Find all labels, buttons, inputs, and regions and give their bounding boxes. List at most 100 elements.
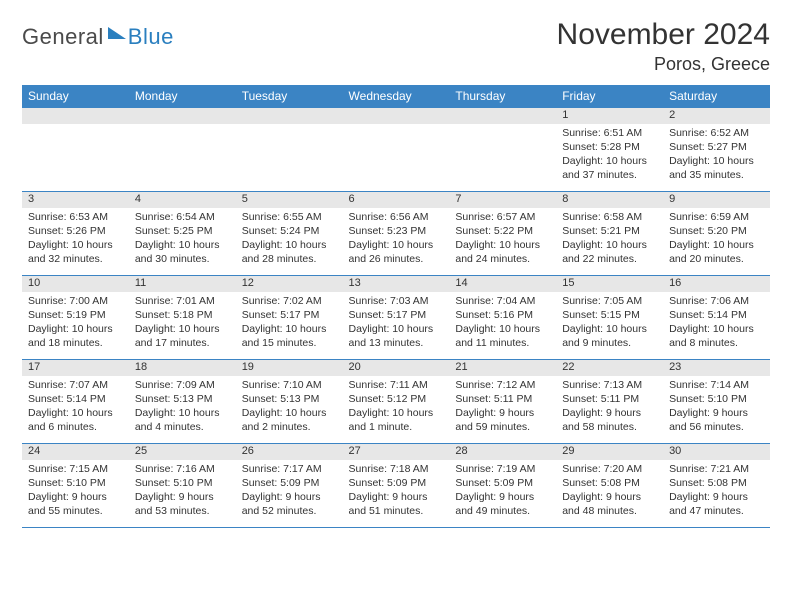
- day-number-cell: 3: [22, 192, 129, 208]
- day-number-cell: 25: [129, 444, 236, 460]
- sunrise-line: Sunrise: 7:19 AM: [455, 462, 550, 476]
- sunset-line: Sunset: 5:09 PM: [455, 476, 550, 490]
- daylight-line: Daylight: 10 hours and 9 minutes.: [562, 322, 657, 350]
- sunrise-line: Sunrise: 7:02 AM: [242, 294, 337, 308]
- daylight-line: Daylight: 10 hours and 15 minutes.: [242, 322, 337, 350]
- weekday-header: Sunday: [22, 85, 129, 108]
- sunrise-line: Sunrise: 7:12 AM: [455, 378, 550, 392]
- sunset-line: Sunset: 5:17 PM: [242, 308, 337, 322]
- daylight-line: Daylight: 9 hours and 52 minutes.: [242, 490, 337, 518]
- daynum-row: 3456789: [22, 192, 770, 208]
- logo-text-general: General: [22, 24, 104, 50]
- day-data-cell: [343, 124, 450, 192]
- day-number-cell: 27: [343, 444, 450, 460]
- daylight-line: Daylight: 9 hours and 55 minutes.: [28, 490, 123, 518]
- sunrise-line: Sunrise: 7:14 AM: [669, 378, 764, 392]
- day-number-cell: 9: [663, 192, 770, 208]
- day-data-cell: Sunrise: 7:12 AMSunset: 5:11 PMDaylight:…: [449, 376, 556, 444]
- sunset-line: Sunset: 5:20 PM: [669, 224, 764, 238]
- month-title: November 2024: [557, 18, 770, 52]
- header: General Blue November 2024 Poros, Greece: [22, 18, 770, 75]
- sunrise-line: Sunrise: 7:20 AM: [562, 462, 657, 476]
- daylight-line: Daylight: 10 hours and 6 minutes.: [28, 406, 123, 434]
- sunrise-line: Sunrise: 7:05 AM: [562, 294, 657, 308]
- day-number-cell: [236, 108, 343, 124]
- sunset-line: Sunset: 5:09 PM: [242, 476, 337, 490]
- data-row: Sunrise: 7:15 AMSunset: 5:10 PMDaylight:…: [22, 460, 770, 528]
- day-data-cell: Sunrise: 6:54 AMSunset: 5:25 PMDaylight:…: [129, 208, 236, 276]
- day-data-cell: Sunrise: 7:16 AMSunset: 5:10 PMDaylight:…: [129, 460, 236, 528]
- data-row: Sunrise: 6:51 AMSunset: 5:28 PMDaylight:…: [22, 124, 770, 192]
- sunset-line: Sunset: 5:11 PM: [455, 392, 550, 406]
- day-number-cell: 8: [556, 192, 663, 208]
- weekday-header-row: Sunday Monday Tuesday Wednesday Thursday…: [22, 85, 770, 108]
- weekday-header: Tuesday: [236, 85, 343, 108]
- daylight-line: Daylight: 9 hours and 53 minutes.: [135, 490, 230, 518]
- sunrise-line: Sunrise: 7:09 AM: [135, 378, 230, 392]
- day-data-cell: Sunrise: 6:59 AMSunset: 5:20 PMDaylight:…: [663, 208, 770, 276]
- day-data-cell: Sunrise: 7:11 AMSunset: 5:12 PMDaylight:…: [343, 376, 450, 444]
- sunset-line: Sunset: 5:26 PM: [28, 224, 123, 238]
- daylight-line: Daylight: 10 hours and 20 minutes.: [669, 238, 764, 266]
- sunrise-line: Sunrise: 7:04 AM: [455, 294, 550, 308]
- day-data-cell: Sunrise: 6:55 AMSunset: 5:24 PMDaylight:…: [236, 208, 343, 276]
- day-data-cell: Sunrise: 7:00 AMSunset: 5:19 PMDaylight:…: [22, 292, 129, 360]
- logo: General Blue: [22, 18, 174, 50]
- day-data-cell: [449, 124, 556, 192]
- sunset-line: Sunset: 5:09 PM: [349, 476, 444, 490]
- day-data-cell: Sunrise: 6:58 AMSunset: 5:21 PMDaylight:…: [556, 208, 663, 276]
- daylight-line: Daylight: 10 hours and 35 minutes.: [669, 154, 764, 182]
- day-data-cell: Sunrise: 7:14 AMSunset: 5:10 PMDaylight:…: [663, 376, 770, 444]
- sunrise-line: Sunrise: 7:11 AM: [349, 378, 444, 392]
- sunset-line: Sunset: 5:12 PM: [349, 392, 444, 406]
- sunset-line: Sunset: 5:10 PM: [669, 392, 764, 406]
- sunrise-line: Sunrise: 6:55 AM: [242, 210, 337, 224]
- sunrise-line: Sunrise: 7:10 AM: [242, 378, 337, 392]
- sunset-line: Sunset: 5:13 PM: [242, 392, 337, 406]
- day-number-cell: 19: [236, 360, 343, 376]
- day-number-cell: 23: [663, 360, 770, 376]
- day-data-cell: Sunrise: 7:18 AMSunset: 5:09 PMDaylight:…: [343, 460, 450, 528]
- calendar-table: Sunday Monday Tuesday Wednesday Thursday…: [22, 85, 770, 528]
- daylight-line: Daylight: 10 hours and 30 minutes.: [135, 238, 230, 266]
- day-data-cell: Sunrise: 6:57 AMSunset: 5:22 PMDaylight:…: [449, 208, 556, 276]
- weekday-header: Thursday: [449, 85, 556, 108]
- daylight-line: Daylight: 9 hours and 48 minutes.: [562, 490, 657, 518]
- day-number-cell: [129, 108, 236, 124]
- day-number-cell: 2: [663, 108, 770, 124]
- weekday-header: Wednesday: [343, 85, 450, 108]
- sunrise-line: Sunrise: 7:07 AM: [28, 378, 123, 392]
- day-number-cell: 21: [449, 360, 556, 376]
- day-data-cell: Sunrise: 6:51 AMSunset: 5:28 PMDaylight:…: [556, 124, 663, 192]
- sunset-line: Sunset: 5:24 PM: [242, 224, 337, 238]
- sunrise-line: Sunrise: 7:21 AM: [669, 462, 764, 476]
- sunset-line: Sunset: 5:23 PM: [349, 224, 444, 238]
- day-number-cell: 13: [343, 276, 450, 292]
- daylight-line: Daylight: 9 hours and 47 minutes.: [669, 490, 764, 518]
- sunset-line: Sunset: 5:15 PM: [562, 308, 657, 322]
- day-number-cell: 4: [129, 192, 236, 208]
- sunrise-line: Sunrise: 7:00 AM: [28, 294, 123, 308]
- daynum-row: 12: [22, 108, 770, 124]
- day-number-cell: 15: [556, 276, 663, 292]
- day-number-cell: 7: [449, 192, 556, 208]
- daylight-line: Daylight: 10 hours and 24 minutes.: [455, 238, 550, 266]
- daylight-line: Daylight: 10 hours and 11 minutes.: [455, 322, 550, 350]
- daylight-line: Daylight: 10 hours and 2 minutes.: [242, 406, 337, 434]
- daylight-line: Daylight: 10 hours and 28 minutes.: [242, 238, 337, 266]
- sunset-line: Sunset: 5:22 PM: [455, 224, 550, 238]
- sunrise-line: Sunrise: 6:57 AM: [455, 210, 550, 224]
- daylight-line: Daylight: 9 hours and 49 minutes.: [455, 490, 550, 518]
- day-number-cell: 6: [343, 192, 450, 208]
- day-data-cell: Sunrise: 6:52 AMSunset: 5:27 PMDaylight:…: [663, 124, 770, 192]
- daynum-row: 10111213141516: [22, 276, 770, 292]
- sunset-line: Sunset: 5:14 PM: [28, 392, 123, 406]
- day-data-cell: Sunrise: 7:21 AMSunset: 5:08 PMDaylight:…: [663, 460, 770, 528]
- daylight-line: Daylight: 10 hours and 37 minutes.: [562, 154, 657, 182]
- title-block: November 2024 Poros, Greece: [557, 18, 770, 75]
- sunrise-line: Sunrise: 7:03 AM: [349, 294, 444, 308]
- daylight-line: Daylight: 10 hours and 32 minutes.: [28, 238, 123, 266]
- sunset-line: Sunset: 5:13 PM: [135, 392, 230, 406]
- sunrise-line: Sunrise: 7:18 AM: [349, 462, 444, 476]
- daylight-line: Daylight: 10 hours and 22 minutes.: [562, 238, 657, 266]
